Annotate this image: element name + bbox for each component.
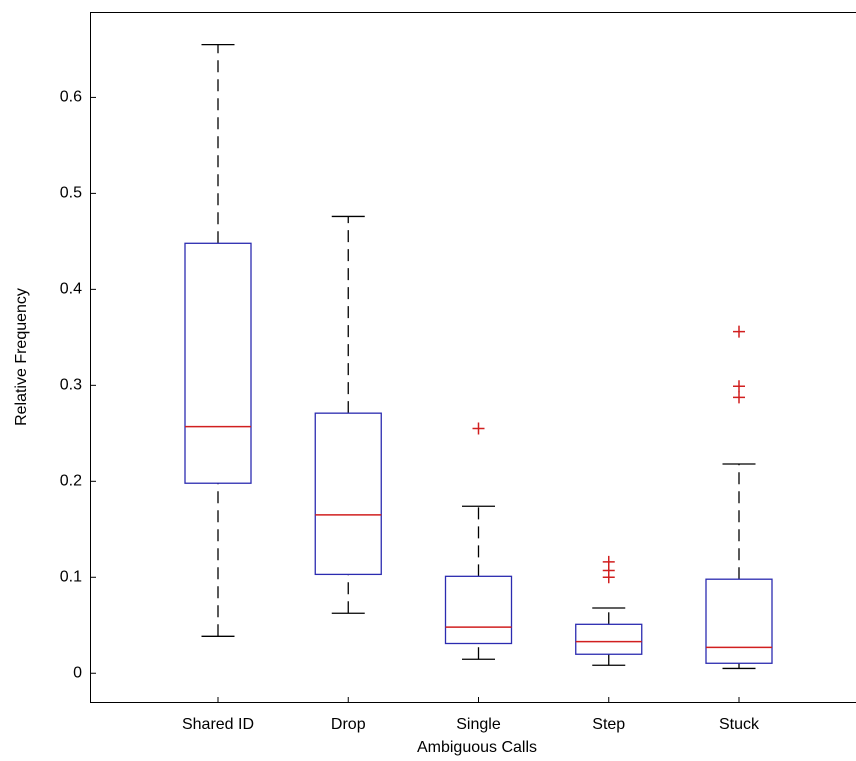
box	[444, 575, 513, 645]
outlier	[733, 380, 745, 393]
x-tick-label: Step	[592, 716, 625, 733]
y-tick-label: 0.5	[60, 185, 82, 202]
outlier	[733, 325, 745, 338]
x-tick-label: Drop	[331, 716, 366, 733]
y-tick-label: 0.2	[60, 473, 82, 490]
x-tick-label: Single	[456, 716, 501, 733]
box	[575, 623, 643, 655]
plot-frame	[90, 12, 856, 703]
y-tick-label: 0.3	[60, 377, 82, 394]
y-tick-label: 0.4	[60, 281, 82, 298]
y-axis-label: Relative Frequency	[13, 288, 30, 426]
x-axis-label: Ambiguous Calls	[417, 739, 537, 756]
box	[705, 578, 773, 664]
outlier	[602, 571, 615, 584]
x-tick-label: Stuck	[719, 716, 760, 733]
x-tick-label: Shared ID	[182, 716, 254, 733]
y-tick-label: 0.1	[60, 568, 82, 585]
y-tick-label: 0	[73, 664, 82, 681]
y-tick-label: 0.6	[60, 89, 82, 106]
outlier	[472, 422, 485, 435]
box	[184, 242, 252, 484]
outlier	[733, 391, 745, 404]
box	[314, 412, 382, 576]
